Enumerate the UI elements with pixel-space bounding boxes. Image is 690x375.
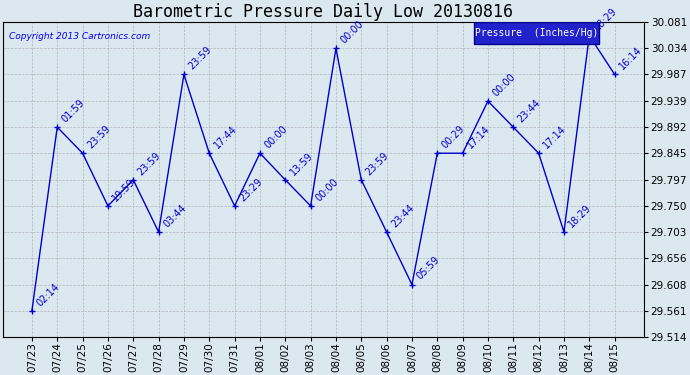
Text: 23:59: 23:59 — [136, 150, 163, 177]
Text: 23:59: 23:59 — [86, 124, 112, 150]
Text: 03:44: 03:44 — [161, 202, 188, 229]
Text: 18:29: 18:29 — [566, 202, 593, 229]
Text: 16:14: 16:14 — [618, 45, 644, 72]
FancyBboxPatch shape — [474, 22, 599, 44]
Text: 18:29: 18:29 — [592, 6, 619, 33]
Text: 02:14: 02:14 — [34, 281, 61, 308]
Text: 23:59: 23:59 — [364, 150, 391, 177]
Text: 19:59: 19:59 — [110, 176, 137, 203]
Text: Pressure  (Inches/Hg): Pressure (Inches/Hg) — [475, 28, 598, 38]
Text: 00:00: 00:00 — [491, 72, 518, 98]
Text: 00:00: 00:00 — [263, 124, 289, 150]
Text: 23:29: 23:29 — [237, 176, 264, 203]
Text: 13:59: 13:59 — [288, 150, 315, 177]
Text: 23:44: 23:44 — [516, 98, 543, 124]
Text: 17:44: 17:44 — [212, 124, 239, 150]
Text: 00:00: 00:00 — [313, 176, 340, 203]
Text: 17:14: 17:14 — [542, 124, 568, 150]
Text: 00:29: 00:29 — [440, 124, 467, 150]
Text: 23:59: 23:59 — [187, 45, 214, 72]
Text: Copyright 2013 Cartronics.com: Copyright 2013 Cartronics.com — [9, 32, 150, 41]
Title: Barometric Pressure Daily Low 20130816: Barometric Pressure Daily Low 20130816 — [133, 3, 513, 21]
Text: 00:00: 00:00 — [339, 19, 366, 46]
Text: 23:44: 23:44 — [389, 202, 416, 229]
Text: 01:59: 01:59 — [60, 98, 87, 124]
Text: 05:59: 05:59 — [415, 255, 442, 282]
Text: 17:14: 17:14 — [465, 124, 492, 150]
